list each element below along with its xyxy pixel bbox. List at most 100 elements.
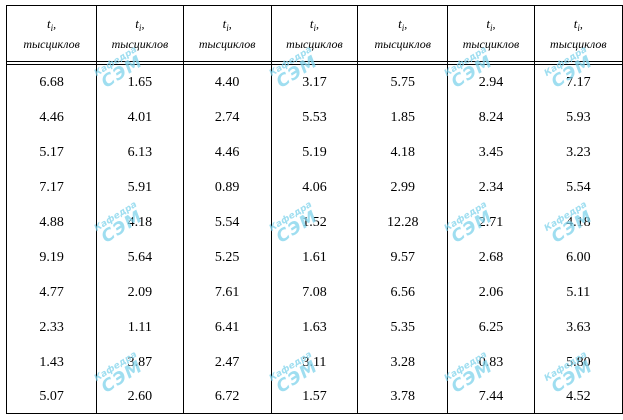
table-cell: 2.74 [182, 100, 271, 135]
table-cell: 7.17 [533, 64, 623, 100]
header-comma: , [228, 16, 232, 31]
table-cell: 1.57 [270, 380, 358, 414]
header-comma: , [404, 16, 408, 31]
table-cell: 5.07 [6, 380, 97, 414]
header-gap [6, 62, 623, 64]
header-unit: тысциклов [23, 36, 80, 51]
table-row: 4.77 2.09 7.61 7.08 6.56 2.06 5.11 [6, 275, 623, 310]
table-cell: 2.33 [6, 310, 96, 345]
table-cell: 5.11 [533, 275, 623, 310]
table-row: 7.17 5.91 0.89 4.06 2.99 2.34 5.54 [6, 170, 623, 205]
header-unit: тысциклов [286, 36, 343, 51]
header-comma: , [141, 16, 145, 31]
table-cell: 5.54 [533, 170, 623, 205]
table-cell: 6.41 [182, 310, 271, 345]
header-symbol: t [135, 15, 139, 31]
header-symbol: t [47, 15, 51, 31]
gap-cell [182, 62, 271, 64]
header-unit: тысциклов [374, 36, 431, 51]
table-cell: 0.89 [182, 170, 271, 205]
header-subscript: i [138, 22, 142, 33]
table-cell: 6.13 [96, 135, 182, 170]
table-cell: 5.25 [182, 240, 271, 275]
table-cell: 1.52 [270, 205, 357, 240]
table-cell: 3.45 [447, 135, 533, 170]
table-row: 1.43 3.87 2.47 3.11 3.28 0.83 5.80 [6, 345, 623, 380]
table-cell: 1.63 [270, 310, 357, 345]
table-cell: 5.19 [270, 135, 357, 170]
table-cell: 3.87 [96, 345, 182, 380]
table-cell: 5.35 [357, 310, 447, 345]
table-cell: 9.57 [357, 240, 447, 275]
column-header-2: ti, тысциклов [96, 5, 183, 62]
header-unit: тысциклов [550, 36, 607, 51]
table-cell: 2.34 [447, 170, 533, 205]
header-comma: , [579, 16, 583, 31]
table-cell: 6.68 [6, 64, 97, 100]
table-cell: 2.09 [96, 275, 182, 310]
column-header-3: ti, тысциклов [182, 5, 271, 62]
header-unit: тысциклов [198, 36, 256, 51]
column-header-1: ti, тысциклов [6, 5, 97, 62]
gap-cell [533, 62, 623, 64]
table-cell: 4.40 [182, 64, 271, 100]
table-cell: 7.61 [182, 275, 271, 310]
header-symbol: t [309, 15, 314, 31]
table-cell: 1.61 [270, 240, 357, 275]
header-subscript: i [50, 22, 54, 33]
table-cell: 2.60 [96, 380, 183, 414]
column-header-6: ti, тысциклов [447, 5, 534, 62]
table-cell: 6.72 [182, 380, 271, 414]
table-cell: 6.00 [533, 240, 623, 275]
table-cell: 3.78 [357, 380, 448, 414]
table-cell: 1.43 [6, 345, 96, 380]
header-symbol: t [398, 15, 402, 31]
table-cell: 9.19 [6, 240, 96, 275]
header-comma: , [53, 16, 57, 31]
table-cell: 3.63 [533, 310, 623, 345]
header-symbol: t [222, 15, 227, 31]
column-header-5: ti, тысциклов [357, 5, 448, 62]
header-symbol: t [573, 15, 578, 31]
table-cell: 5.93 [533, 100, 623, 135]
table-cell: 2.68 [447, 240, 533, 275]
table-row: 5.17 6.13 4.46 5.19 4.18 3.45 3.23 [6, 135, 623, 170]
table-cell: 2.47 [182, 345, 271, 380]
table-cell: 3.11 [270, 345, 357, 380]
header-row: ti, тысциклов ti, тысциклов ti, тысциклов ti, т… [6, 5, 623, 62]
table-cell: 3.28 [357, 345, 447, 380]
gap-cell [357, 62, 447, 64]
header-subscript: i [226, 22, 229, 33]
table-cell: 12.28 [357, 205, 447, 240]
table-cell: 4.18 [533, 205, 623, 240]
header-unit: тысциклов [111, 36, 169, 51]
table-cell: 5.80 [533, 345, 623, 380]
table-cell: 4.18 [96, 205, 182, 240]
table-cell: 8.24 [447, 100, 533, 135]
table-cell: 4.18 [357, 135, 447, 170]
table-cell: 2.94 [447, 64, 534, 100]
table-cell: 5.17 [6, 135, 96, 170]
table-cell: 1.11 [96, 310, 182, 345]
table-cell: 3.23 [533, 135, 623, 170]
header-subscript: i [401, 22, 405, 33]
table-cell: 5.54 [182, 205, 271, 240]
table-row: 6.68 1.65 4.40 3.17 5.75 2.94 7.17 [6, 64, 623, 100]
table-row: 9.19 5.64 5.25 1.61 9.57 2.68 6.00 [6, 240, 623, 275]
column-header-4: ti, тысциклов [270, 5, 358, 62]
table-row: 4.46 4.01 2.74 5.53 1.85 8.24 5.93 [6, 100, 623, 135]
data-table: ti, тысциклов ti, тысциклов ti, тысциклов ti, т… [6, 5, 623, 414]
table-cell: 4.46 [6, 100, 96, 135]
table-cell: 2.06 [447, 275, 533, 310]
gap-cell [447, 62, 533, 64]
table-cell: 4.52 [533, 380, 623, 414]
header-subscript: i [313, 22, 317, 33]
header-comma: , [492, 16, 496, 31]
table-cell: 2.71 [447, 205, 533, 240]
gap-cell [270, 62, 357, 64]
header-symbol: t [486, 15, 491, 31]
header-subscript: i [577, 22, 580, 33]
table-cell: 2.99 [357, 170, 447, 205]
table-cell: 4.77 [6, 275, 96, 310]
table-cell: 5.64 [96, 240, 182, 275]
